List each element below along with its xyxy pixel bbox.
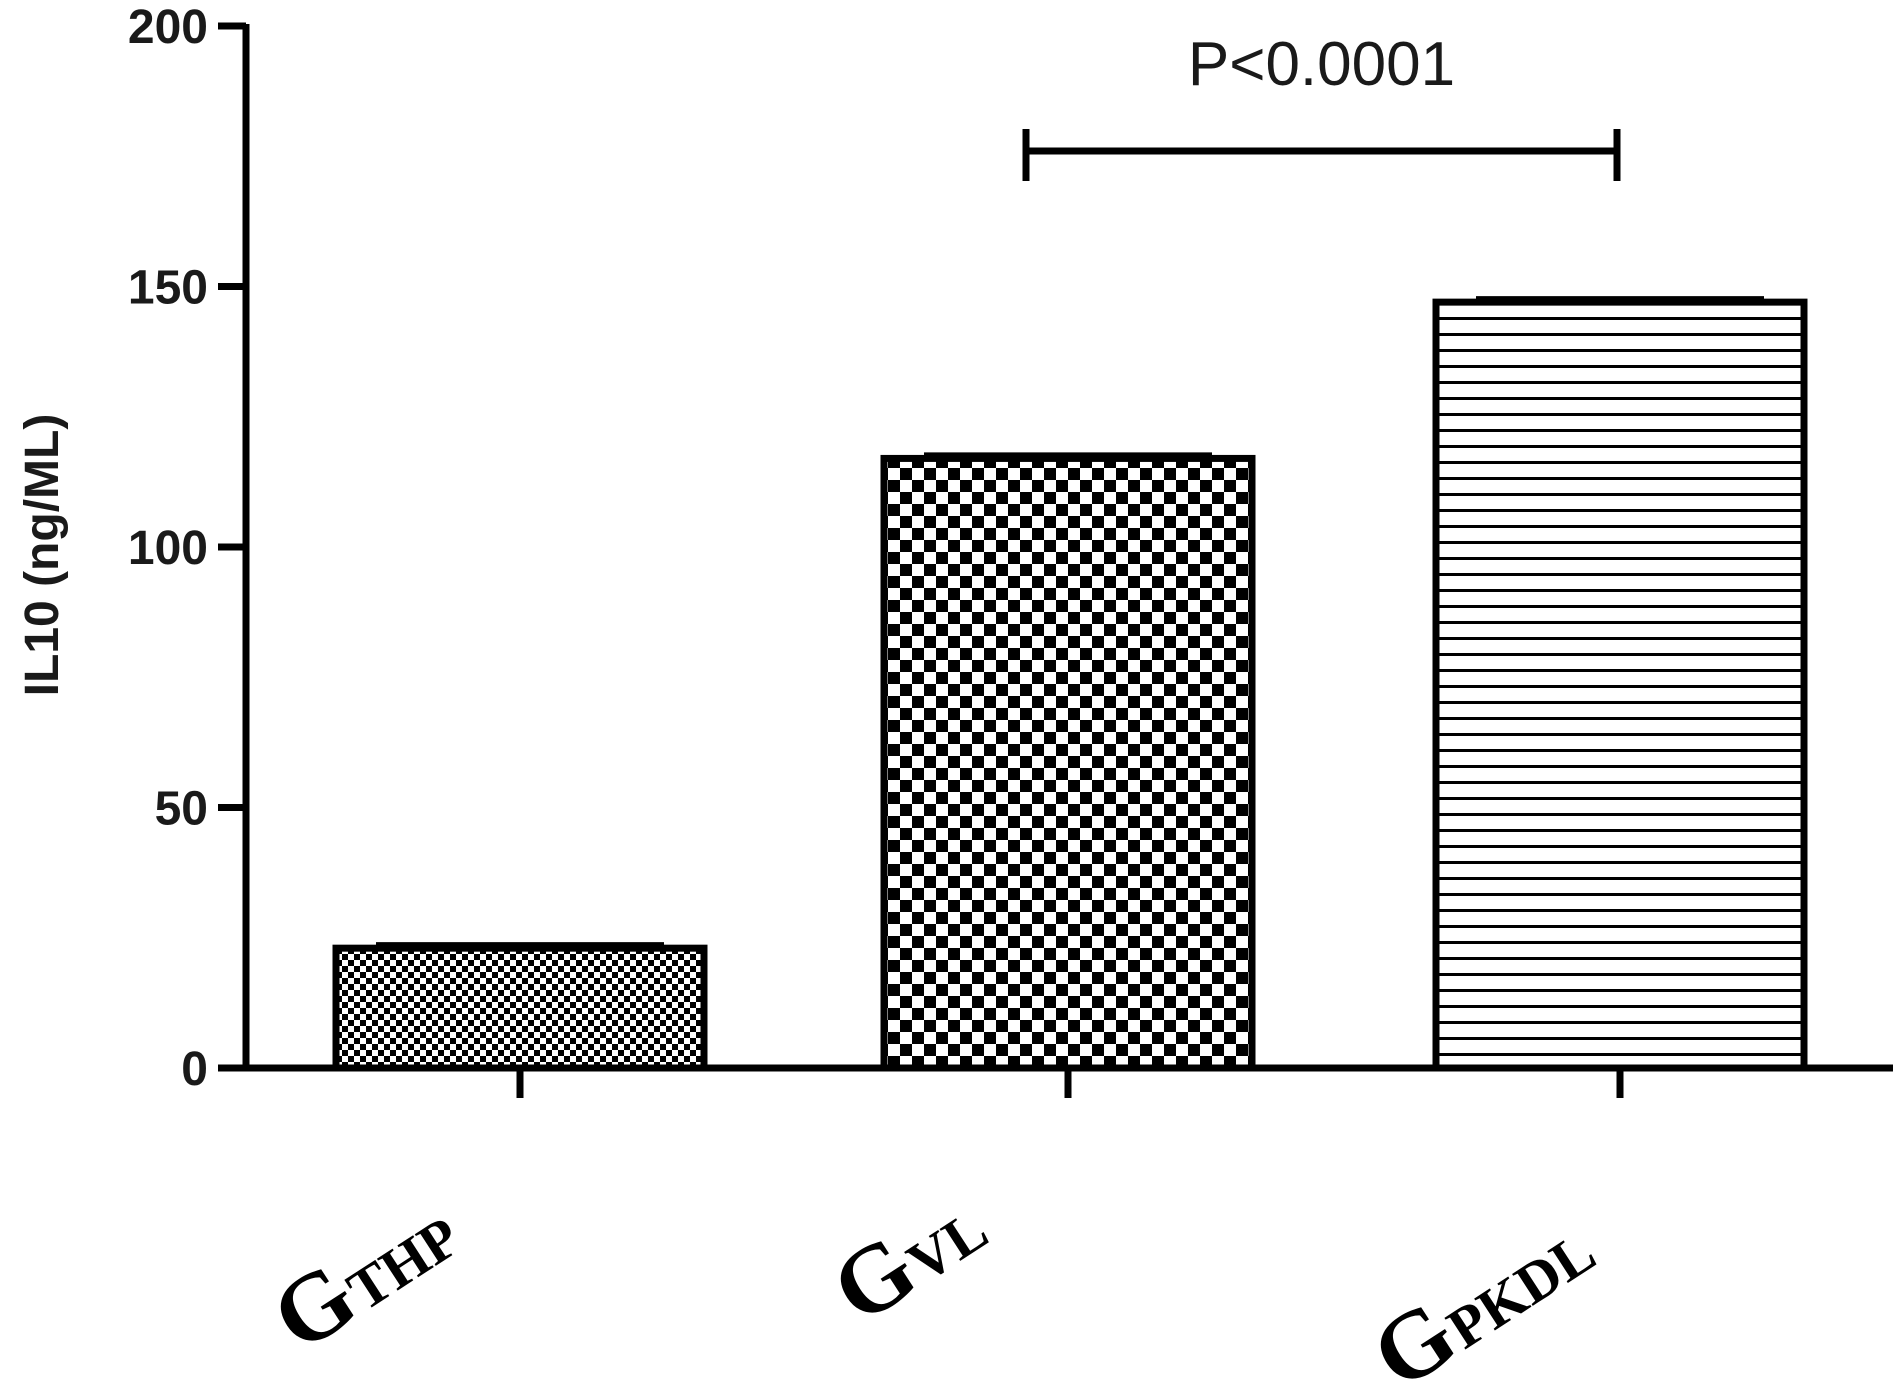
significance-annotation: P<0.0001 [1022,30,1621,182]
y-tick-label: 50 [155,783,208,836]
x-tick-label-small: PKDL [1436,1219,1607,1361]
bar [332,944,708,1072]
y-tick-label: 150 [128,262,208,315]
bar-pkdl [1432,296,1808,1072]
y-tick-label: 200 [128,1,208,54]
x-axis [242,1064,1893,1098]
y-axis-title: IL10 (ng/ML) [16,414,69,697]
x-tick-label: GPKDL [1353,1190,1611,1395]
bar-vl [880,452,1256,1072]
bar [880,454,1256,1072]
y-tick-label: 100 [128,522,208,575]
y-tick-label: 0 [181,1043,208,1096]
bar [1432,298,1808,1072]
x-category-labels: GTHP GVL GPKDL [253,1168,1611,1395]
p-value-label: P<0.0001 [1188,30,1455,99]
bar-thp [332,942,708,1072]
y-axis: 0 50 100 150 200 [128,1,250,1096]
bars [332,296,1808,1072]
x-tick-label: GVL [813,1168,1003,1343]
x-tick-label: GTHP [253,1175,476,1371]
